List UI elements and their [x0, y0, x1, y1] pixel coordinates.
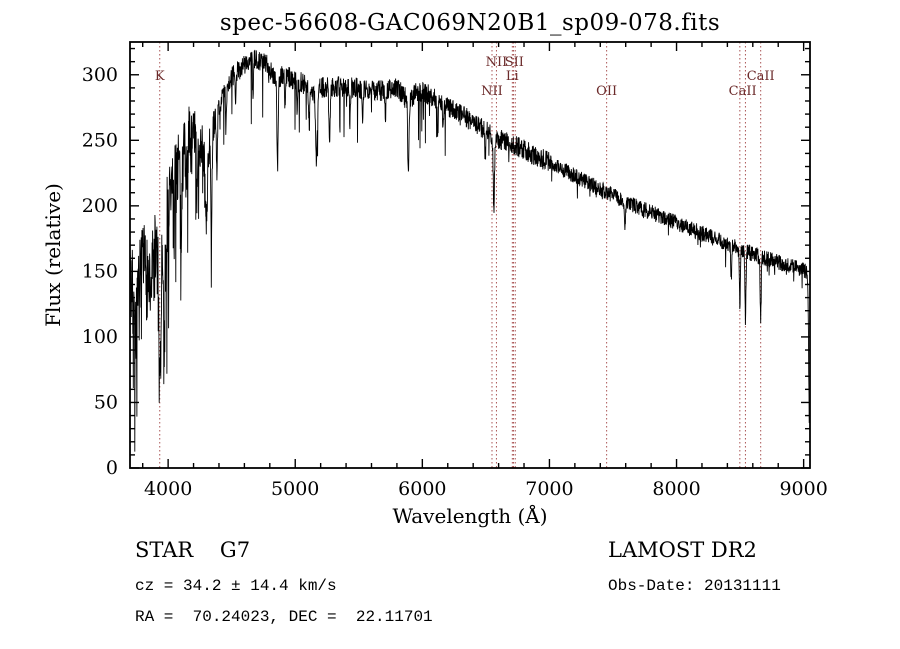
line-marker-group: [159, 42, 762, 468]
line-marker-label: OII: [596, 84, 617, 99]
svg-text:4000: 4000: [144, 478, 192, 500]
svg-text:100: 100: [82, 326, 118, 348]
svg-text:8000: 8000: [652, 478, 700, 500]
line-marker-label: NII: [481, 84, 503, 99]
x-axis-label: Wavelength (Å): [392, 503, 547, 528]
svg-text:50: 50: [94, 391, 118, 413]
line-marker-label: SII: [505, 55, 524, 70]
axis-ticks: [130, 42, 810, 469]
object-class-label: STAR G7: [135, 538, 251, 562]
obs-date: Obs-Date: 20131111: [608, 577, 781, 595]
ra-dec-value: RA = 70.24023, DEC = 22.11701: [135, 608, 433, 626]
line-marker-label: CaII: [729, 84, 757, 99]
svg-text:300: 300: [82, 64, 118, 86]
cz-value: cz = 34.2 ± 14.4 km/s: [135, 577, 337, 595]
survey-label: LAMOST DR2: [608, 538, 757, 562]
svg-text:5000: 5000: [271, 478, 319, 500]
y-axis-label: Flux (relative): [41, 183, 65, 327]
svg-text:200: 200: [82, 195, 118, 217]
spectrum-plot: 4000 5000 6000 7000 8000 9000 0 50 100 150 200 250 3…: [41, 41, 828, 528]
svg-text:150: 150: [82, 260, 118, 282]
figure-title: spec-56608-GAC069N20B1_sp09-078.fits: [219, 10, 721, 36]
line-marker-label: K: [155, 69, 165, 84]
svg-text:6000: 6000: [398, 478, 446, 500]
svg-text:250: 250: [82, 129, 118, 151]
spectrum-line: [130, 49, 810, 452]
svg-text:9000: 9000: [779, 478, 827, 500]
svg-text:7000: 7000: [525, 478, 573, 500]
svg-text:0: 0: [106, 457, 118, 479]
line-marker-label: CaII: [747, 69, 775, 84]
line-marker-label: NII: [486, 55, 508, 70]
tick-labels: 4000 5000 6000 7000 8000 9000 0 50 100 150 200 250 3…: [82, 64, 828, 500]
line-marker-label: Li: [506, 69, 519, 84]
plot-frame: [129, 41, 811, 469]
